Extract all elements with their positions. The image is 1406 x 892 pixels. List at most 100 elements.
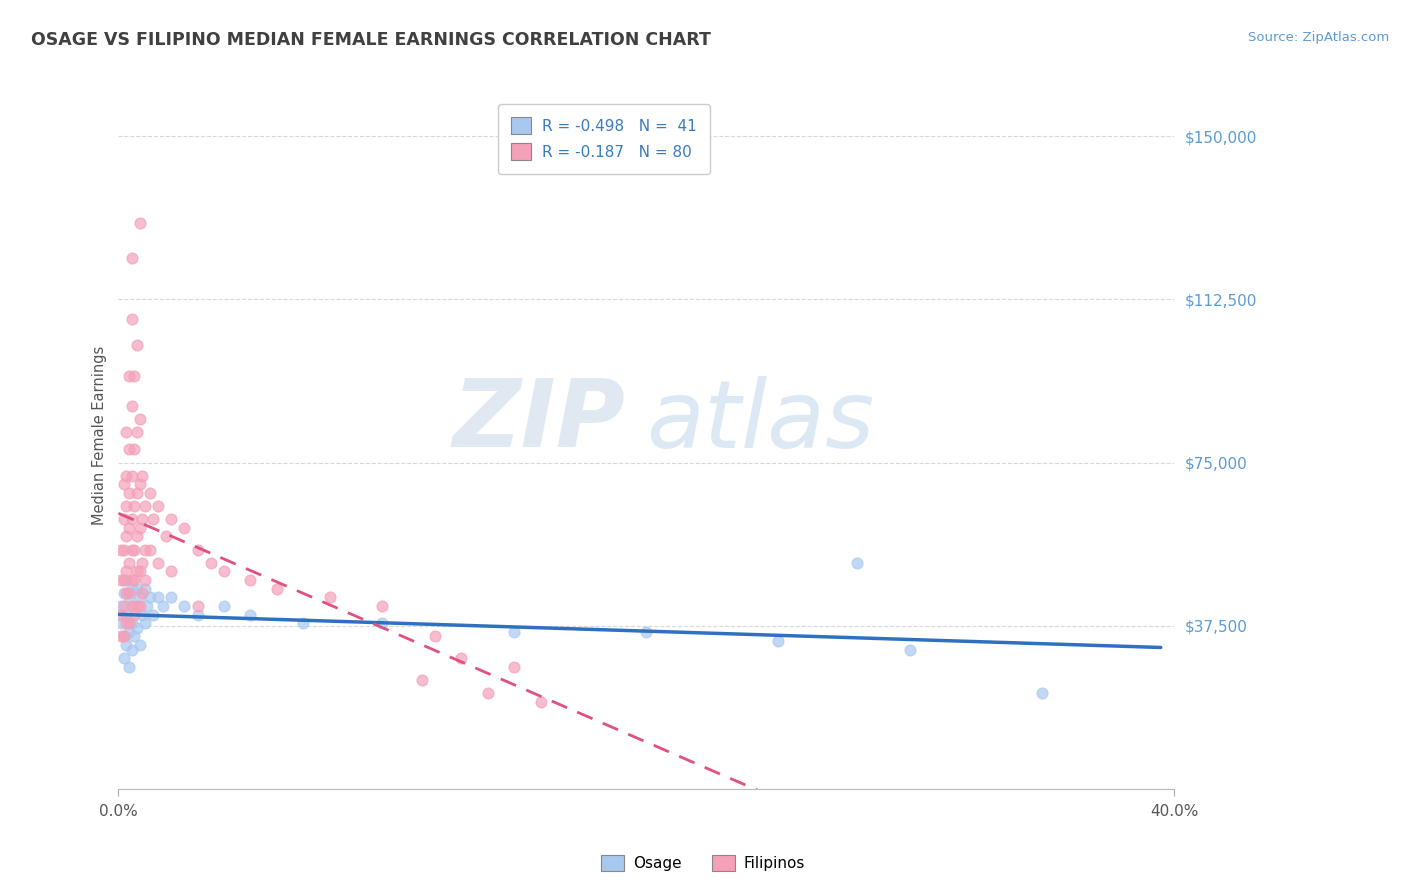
Point (121, 582, 143, 596)
Point (124, 607, 146, 622)
Point (239, 573, 262, 587)
Point (121, 542, 143, 557)
Point (115, 529, 138, 543)
Point (125, 529, 148, 543)
Point (134, 616, 156, 631)
Point (187, 542, 209, 557)
Point (112, 630, 135, 644)
Point (118, 586, 141, 600)
Point (139, 591, 162, 605)
Point (239, 607, 262, 622)
Point (187, 607, 209, 622)
Point (118, 442, 141, 457)
Point (212, 599, 235, 613)
Point (134, 582, 156, 596)
Point (115, 573, 138, 587)
Point (134, 573, 156, 587)
Point (125, 425, 148, 439)
Point (146, 556, 169, 570)
Point (115, 564, 138, 578)
Point (128, 521, 150, 535)
Point (121, 512, 143, 526)
Point (118, 660, 141, 674)
Point (128, 216, 150, 230)
Point (125, 564, 148, 578)
Point (131, 512, 153, 526)
Point (636, 625, 658, 640)
Point (411, 673, 433, 687)
Point (121, 599, 143, 613)
Point (118, 616, 141, 631)
Point (112, 542, 135, 557)
Point (118, 625, 141, 640)
Point (131, 556, 153, 570)
Point (125, 621, 148, 635)
Point (118, 368, 141, 383)
Point (160, 591, 183, 605)
Legend: R = -0.498   N =  41, R = -0.187   N = 80: R = -0.498 N = 41, R = -0.187 N = 80 (498, 103, 710, 174)
Point (142, 607, 165, 622)
Point (124, 499, 146, 513)
Point (134, 542, 156, 557)
Point (128, 412, 150, 426)
Text: OSAGE VS FILIPINO MEDIAN FEMALE EARNINGS CORRELATION CHART: OSAGE VS FILIPINO MEDIAN FEMALE EARNINGS… (31, 31, 711, 49)
Point (115, 607, 138, 622)
Point (115, 425, 138, 439)
Point (115, 468, 138, 483)
Point (124, 630, 146, 644)
Point (503, 625, 526, 640)
Point (121, 312, 143, 326)
Point (136, 599, 159, 613)
Point (125, 486, 148, 500)
Point (118, 556, 141, 570)
Point (173, 521, 195, 535)
Point (112, 599, 135, 613)
Point (115, 586, 138, 600)
Point (112, 630, 135, 644)
Point (187, 599, 209, 613)
Point (292, 616, 315, 631)
Point (112, 586, 135, 600)
Point (131, 607, 153, 622)
Point (121, 642, 143, 657)
Point (121, 573, 143, 587)
Text: atlas: atlas (647, 376, 875, 467)
Point (125, 582, 148, 596)
Point (121, 468, 143, 483)
Point (110, 599, 132, 613)
Point (124, 442, 146, 457)
Point (530, 695, 553, 709)
Point (112, 573, 135, 587)
Point (115, 616, 138, 631)
Point (128, 477, 150, 491)
Point (112, 512, 135, 526)
Point (124, 542, 146, 557)
Point (212, 564, 235, 578)
Point (477, 686, 499, 700)
Point (423, 630, 446, 644)
Point (266, 582, 288, 596)
Point (118, 591, 141, 605)
Point (110, 607, 132, 622)
Point (142, 512, 165, 526)
Point (110, 542, 132, 557)
Point (131, 468, 153, 483)
Point (128, 591, 150, 605)
Point (131, 586, 153, 600)
Point (503, 660, 526, 674)
Point (766, 633, 789, 648)
Point (898, 642, 921, 657)
Point (124, 573, 146, 587)
Legend: Osage, Filipinos: Osage, Filipinos (595, 849, 811, 877)
Point (118, 521, 141, 535)
Point (173, 599, 195, 613)
Point (110, 616, 132, 631)
Point (110, 630, 132, 644)
Point (128, 638, 150, 652)
Point (146, 499, 169, 513)
Point (112, 477, 135, 491)
Point (152, 599, 174, 613)
Point (128, 564, 150, 578)
Y-axis label: Median Female Earnings: Median Female Earnings (93, 346, 107, 525)
Point (318, 591, 340, 605)
